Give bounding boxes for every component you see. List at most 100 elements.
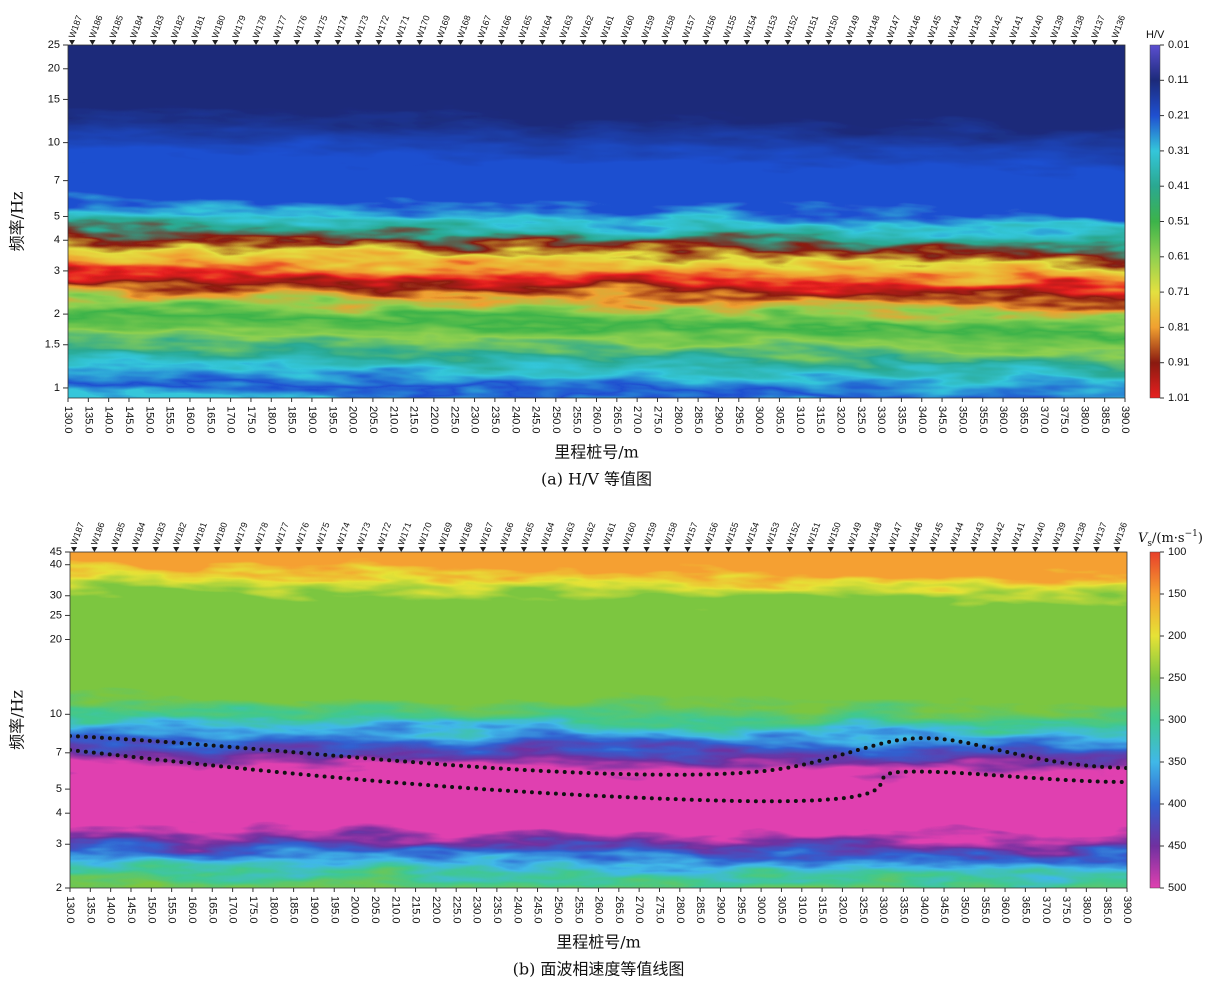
x-tick-label: 360.0 [999, 896, 1011, 924]
station-marker [1032, 547, 1038, 552]
station-label: W175 [314, 521, 331, 547]
x-tick-label: 320.0 [835, 406, 847, 434]
x-tick-label: 390.0 [1121, 896, 1133, 924]
x-tick-label: 185.0 [286, 406, 298, 434]
station-marker [437, 40, 443, 45]
x-tick-label: 295.0 [733, 406, 745, 434]
x-tick-label: 175.0 [247, 896, 259, 924]
station-label: W187 [69, 521, 86, 547]
x-tick-label: 370.0 [1040, 896, 1052, 924]
station-label: W161 [600, 521, 617, 547]
station-marker [316, 547, 322, 552]
colorbar-title-part: /(m·s [1152, 531, 1185, 546]
station-label: W163 [558, 14, 575, 40]
station-marker [130, 40, 136, 45]
x-tick-label: 220.0 [428, 406, 440, 434]
x-tick-label: 310.0 [796, 896, 808, 924]
station-marker [541, 547, 547, 552]
station-label: W141 [1007, 14, 1024, 40]
station-marker [378, 547, 384, 552]
station-marker [71, 547, 77, 552]
x-tick-label: 370.0 [1038, 406, 1050, 434]
station-label: W181 [189, 14, 206, 40]
station-marker [703, 40, 709, 45]
x-tick-label: 205.0 [369, 896, 381, 924]
caption: (a) H/V 等值图 [541, 470, 652, 489]
station-label: W164 [539, 521, 556, 547]
station-label: W154 [744, 521, 761, 547]
x-tick-label: 225.0 [448, 406, 460, 434]
x-tick-label: 285.0 [694, 896, 706, 924]
station-label: W186 [87, 14, 104, 40]
y-tick-label: 40 [50, 559, 62, 571]
station-label: W149 [846, 521, 863, 547]
x-tick-label: 270.0 [631, 406, 643, 434]
x-tick-label: 320.0 [837, 896, 849, 924]
y-tick-label: 3 [54, 265, 60, 277]
x-tick-label: 260.0 [593, 896, 605, 924]
x-tick-label: 350.0 [958, 896, 970, 924]
station-marker [153, 547, 159, 552]
colorbar-tick-label: 0.51 [1168, 215, 1189, 227]
colorbar-tick-label: 0.91 [1168, 357, 1189, 369]
x-tick-label: 325.0 [857, 896, 869, 924]
station-marker [867, 40, 873, 45]
x-tick-label: 345.0 [938, 896, 950, 924]
colorbar-tick-label: 0.11 [1168, 74, 1189, 86]
station-marker [376, 40, 382, 45]
station-marker [214, 547, 220, 552]
station-label: W170 [416, 521, 433, 547]
x-tick-label: 265.0 [611, 406, 623, 434]
caption: (b) 面波相速度等值线图 [513, 960, 685, 979]
station-label: W159 [641, 521, 658, 547]
station-label: W168 [457, 521, 474, 547]
station-label: W173 [355, 521, 372, 547]
station-label: W187 [67, 14, 84, 40]
y-tick-label: 10 [50, 708, 62, 720]
y-tick-label: 7 [54, 175, 60, 187]
y-tick-label: 3 [56, 838, 62, 850]
x-tick-label: 135.0 [82, 406, 94, 434]
station-marker [173, 547, 179, 552]
station-marker [989, 40, 995, 45]
station-label: W146 [907, 521, 924, 547]
x-tick-label: 235.0 [489, 406, 501, 434]
station-marker [500, 547, 506, 552]
x-tick-label: 285.0 [692, 406, 704, 434]
colorbar-tick-label: 200 [1168, 630, 1186, 642]
station-label: W162 [578, 14, 595, 40]
x-tick-label: 360.0 [997, 406, 1009, 434]
x-tick-label: 180.0 [265, 406, 277, 434]
station-label: W144 [948, 521, 965, 547]
station-label: W161 [598, 14, 615, 40]
station-marker [417, 40, 423, 45]
x-tick-label: 160.0 [186, 896, 198, 924]
x-tick-label: 290.0 [715, 896, 727, 924]
station-label: W136 [1110, 14, 1127, 40]
station-marker [928, 40, 934, 45]
station-marker [357, 547, 363, 552]
station-marker [276, 547, 282, 552]
station-marker [766, 547, 772, 552]
station-marker [539, 40, 545, 45]
x-tick-label: 330.0 [877, 896, 889, 924]
station-marker [785, 40, 791, 45]
x-tick-label: 180.0 [267, 896, 279, 924]
x-tick-label: 275.0 [654, 896, 666, 924]
station-label: W151 [805, 521, 822, 547]
station-marker [235, 547, 241, 552]
y-tick-label: 2 [56, 882, 62, 894]
station-marker [887, 40, 893, 45]
x-tick-label: 355.0 [979, 896, 991, 924]
station-label: W172 [373, 14, 390, 40]
y-axis-label: 频率/Hz [8, 690, 27, 750]
x-tick-label: 220.0 [430, 896, 442, 924]
station-label: W174 [335, 521, 352, 547]
station-marker [662, 40, 668, 45]
station-marker [642, 40, 648, 45]
station-marker [744, 40, 750, 45]
station-marker [1073, 547, 1079, 552]
station-label: W148 [864, 14, 881, 40]
station-label: W162 [580, 521, 597, 547]
station-marker [909, 547, 915, 552]
